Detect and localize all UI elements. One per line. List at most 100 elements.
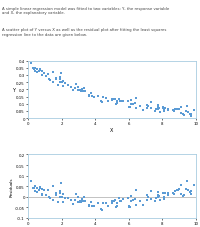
Point [162, 110, 166, 114]
Point [138, 199, 141, 203]
Point [163, 196, 166, 199]
Point [179, 183, 183, 187]
Point [127, 197, 130, 200]
Point [162, 197, 166, 201]
Point [77, 89, 80, 92]
Point [71, 89, 74, 92]
Point [177, 107, 180, 111]
Point [149, 189, 153, 193]
Point [154, 200, 157, 203]
Point [59, 81, 62, 84]
Point [38, 70, 41, 74]
Point [134, 107, 137, 110]
Point [58, 189, 62, 192]
Point [61, 79, 64, 83]
Point [130, 199, 133, 203]
Point [80, 88, 83, 91]
Point [99, 207, 102, 211]
Point [80, 197, 83, 201]
Point [173, 108, 176, 111]
Point [93, 204, 96, 207]
Point [79, 89, 82, 93]
Point [61, 84, 64, 88]
Point [83, 90, 86, 94]
Point [87, 204, 91, 207]
Point [163, 109, 166, 113]
Point [115, 103, 118, 106]
Point [55, 191, 58, 195]
Point [44, 75, 48, 79]
Point [100, 209, 103, 212]
Point [90, 95, 94, 99]
Point [132, 198, 135, 201]
Point [189, 191, 192, 194]
Point [176, 188, 179, 192]
Point [73, 87, 76, 90]
Point [101, 201, 104, 205]
Point [115, 100, 119, 104]
Point [63, 82, 67, 86]
Point [61, 81, 64, 85]
Point [162, 191, 165, 195]
Point [104, 202, 107, 205]
Point [127, 100, 130, 104]
Point [134, 204, 137, 207]
Point [186, 111, 189, 115]
Point [150, 197, 153, 201]
Point [41, 70, 44, 74]
Point [115, 102, 118, 106]
Point [166, 107, 169, 111]
Point [48, 197, 51, 200]
Point [149, 107, 153, 110]
Point [36, 190, 39, 194]
Point [39, 185, 42, 189]
Point [54, 78, 57, 82]
Point [147, 195, 150, 198]
Point [130, 103, 133, 106]
Point [128, 205, 131, 209]
Point [80, 89, 84, 93]
Point [189, 115, 193, 118]
Point [149, 101, 153, 105]
Point [59, 195, 62, 199]
Point [157, 190, 160, 194]
Point [36, 186, 39, 190]
Point [61, 200, 64, 204]
Point [47, 195, 51, 199]
Point [90, 204, 94, 207]
Point [179, 106, 183, 109]
Point [162, 106, 165, 109]
Point [39, 186, 42, 190]
Point [156, 106, 160, 109]
Point [128, 106, 131, 109]
Point [82, 199, 85, 203]
Point [183, 113, 186, 117]
Point [89, 92, 92, 96]
Point [134, 188, 137, 192]
Point [172, 192, 175, 195]
Point [134, 96, 137, 100]
Point [59, 191, 62, 195]
Point [186, 104, 189, 108]
Point [48, 79, 52, 82]
Point [118, 196, 121, 200]
Point [177, 187, 180, 191]
Point [38, 188, 41, 192]
Point [48, 79, 51, 82]
Point [87, 94, 91, 98]
Point [183, 194, 186, 197]
Point [44, 193, 48, 197]
Point [79, 89, 82, 92]
Point [83, 200, 86, 203]
Point [138, 105, 141, 109]
Point [43, 188, 46, 192]
Point [63, 196, 67, 200]
Point [167, 193, 170, 197]
Point [51, 184, 54, 188]
Point [166, 192, 169, 195]
Point [110, 199, 114, 203]
Point [157, 104, 160, 108]
Point [58, 76, 62, 80]
Point [51, 71, 54, 75]
Point [59, 71, 62, 75]
